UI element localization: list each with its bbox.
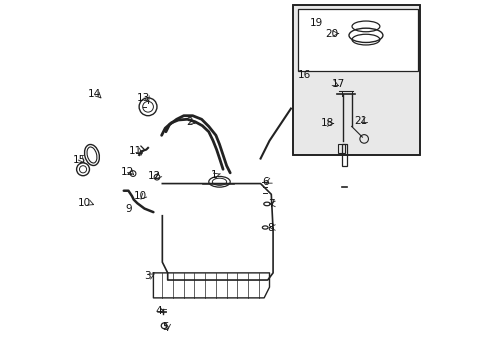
Text: 10: 10 bbox=[78, 198, 91, 207]
Text: 21: 21 bbox=[353, 116, 366, 126]
Text: 16: 16 bbox=[297, 69, 310, 80]
Text: 14: 14 bbox=[88, 89, 101, 99]
Text: 13: 13 bbox=[137, 93, 150, 103]
Text: 7: 7 bbox=[267, 199, 274, 209]
Bar bbox=[292, 5, 419, 155]
Text: 12: 12 bbox=[147, 171, 161, 181]
Text: 5: 5 bbox=[162, 322, 168, 332]
Text: 15: 15 bbox=[72, 156, 85, 165]
Bar bbox=[341, 144, 346, 166]
Text: 2: 2 bbox=[185, 117, 192, 127]
Text: 1: 1 bbox=[210, 170, 217, 180]
Text: 19: 19 bbox=[309, 18, 322, 28]
Text: 12: 12 bbox=[121, 167, 134, 177]
Text: 4: 4 bbox=[155, 306, 162, 316]
Bar bbox=[298, 9, 417, 71]
Text: 17: 17 bbox=[331, 78, 344, 89]
Text: 8: 8 bbox=[267, 222, 274, 233]
Text: 11: 11 bbox=[129, 147, 142, 157]
Text: 3: 3 bbox=[144, 271, 150, 281]
Text: 20: 20 bbox=[325, 28, 338, 39]
Bar bbox=[292, 5, 419, 155]
Text: 9: 9 bbox=[125, 204, 132, 214]
Text: 18: 18 bbox=[320, 118, 333, 128]
Text: 10: 10 bbox=[133, 191, 146, 201]
Bar bbox=[337, 144, 345, 153]
Text: 6: 6 bbox=[262, 177, 269, 187]
